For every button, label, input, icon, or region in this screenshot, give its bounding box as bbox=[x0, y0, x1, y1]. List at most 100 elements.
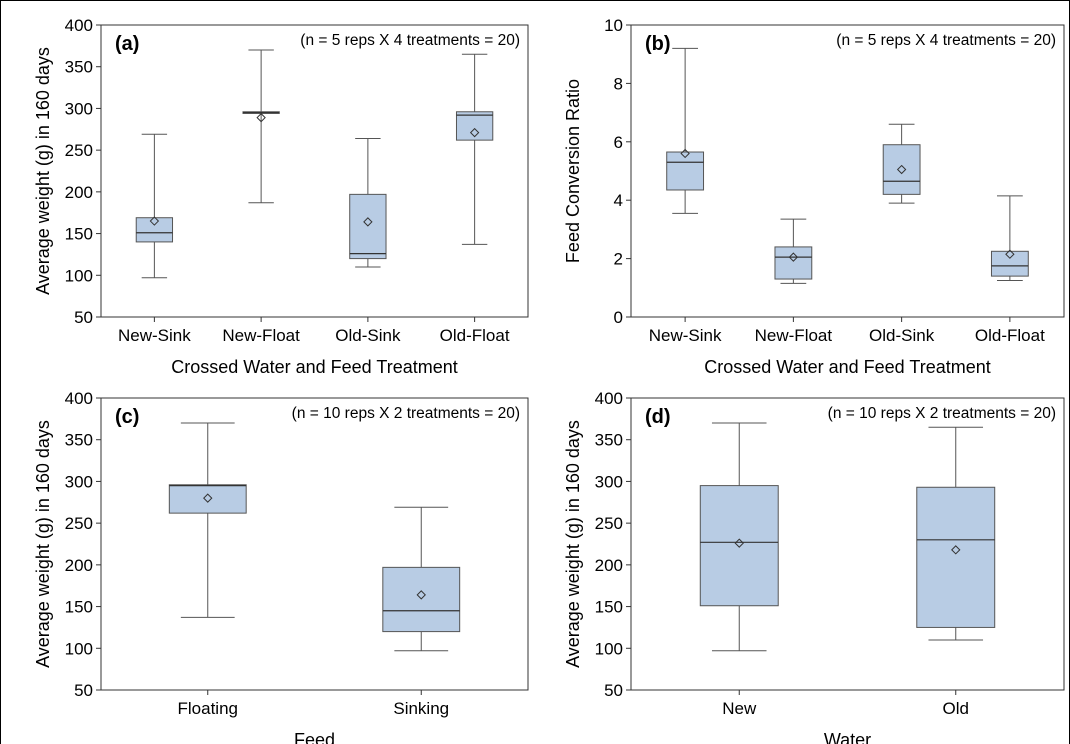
y-tick-label: 300 bbox=[595, 472, 623, 491]
y-tick-label: 200 bbox=[65, 183, 93, 202]
box-old bbox=[916, 426, 996, 641]
y-tick-label: 250 bbox=[595, 514, 623, 533]
x-tick-label: Old-Sink bbox=[335, 326, 401, 345]
chart-panel-2: 0 2 4 6 8 10 New-Sink New-Float Old-Sink Old-Floa… bbox=[563, 16, 1065, 377]
y-tick-label: 50 bbox=[604, 681, 623, 700]
y-tick-label: 100 bbox=[65, 266, 93, 285]
mean-marker bbox=[1005, 249, 1015, 259]
x-tick-label: Old bbox=[943, 699, 969, 718]
x-tick-label: Floating bbox=[178, 699, 238, 718]
x-axis-title: Water bbox=[824, 730, 871, 744]
y-tick-label: 400 bbox=[595, 389, 623, 408]
mean-marker bbox=[416, 590, 426, 600]
chart-panel-3: 50 100 150 200 250 300 350 400 Floating Sinking Fe… bbox=[33, 389, 529, 744]
y-tick-label: 8 bbox=[614, 74, 623, 93]
y-tick-label: 4 bbox=[614, 191, 623, 210]
plot-frame bbox=[100, 397, 529, 691]
y-tick-label: 50 bbox=[74, 681, 93, 700]
y-tick-label: 10 bbox=[604, 16, 623, 35]
y-tick-label: 400 bbox=[65, 389, 93, 408]
y-tick-label: 150 bbox=[65, 598, 93, 617]
y-tick-label: 350 bbox=[65, 431, 93, 450]
sample-size-annotation: (n = 5 reps X 4 treatments = 20) bbox=[836, 32, 1056, 49]
x-tick-label: Old-Sink bbox=[869, 326, 935, 345]
mean-marker bbox=[951, 545, 961, 555]
box-new-sink bbox=[666, 47, 705, 214]
plot-frame bbox=[630, 24, 1065, 318]
box-new-float bbox=[242, 49, 280, 204]
iqr-box bbox=[916, 486, 996, 628]
box-new-float bbox=[774, 218, 813, 284]
x-axis-title: Feed bbox=[294, 730, 335, 744]
mean-marker bbox=[680, 148, 690, 159]
panel-label: (a) bbox=[115, 33, 139, 55]
y-tick-label: 350 bbox=[65, 58, 93, 77]
box-sinking bbox=[382, 506, 461, 652]
x-tick-label: New-Sink bbox=[649, 326, 722, 345]
box-new-sink bbox=[135, 133, 174, 279]
chart-panel-4: 50 100 150 200 250 300 350 400 New Old Water Averag… bbox=[563, 389, 1065, 744]
plot-frame bbox=[630, 397, 1065, 691]
panel-label: (c) bbox=[115, 406, 139, 428]
iqr-box bbox=[666, 151, 705, 191]
mean-marker bbox=[896, 164, 907, 175]
x-tick-label: New-Float bbox=[755, 326, 833, 345]
chart-panel-1: 50 100 150 200 250 300 350 400 New-Sink New-Float… bbox=[33, 16, 529, 377]
box-floating bbox=[168, 422, 247, 618]
y-tick-label: 2 bbox=[614, 250, 623, 269]
iqr-box bbox=[882, 144, 921, 195]
iqr-box bbox=[168, 484, 247, 514]
x-axis-title: Crossed Water and Feed Treatment bbox=[704, 357, 990, 377]
box-old-sink bbox=[349, 137, 387, 268]
iqr-box bbox=[135, 217, 174, 243]
y-tick-label: 0 bbox=[614, 308, 623, 327]
y-tick-label: 150 bbox=[595, 598, 623, 617]
y-axis-title: Feed Conversion Ratio bbox=[563, 79, 583, 263]
mean-marker bbox=[734, 538, 744, 548]
y-tick-label: 250 bbox=[65, 141, 93, 160]
sample-size-annotation: (n = 5 reps X 4 treatments = 20) bbox=[300, 32, 520, 49]
y-tick-label: 150 bbox=[65, 225, 93, 244]
y-tick-label: 400 bbox=[65, 16, 93, 35]
mean-marker bbox=[788, 252, 799, 262]
mean-marker bbox=[149, 216, 160, 226]
x-tick-label: New bbox=[722, 699, 757, 718]
y-tick-label: 250 bbox=[65, 514, 93, 533]
mean-marker bbox=[469, 127, 480, 138]
y-tick-label: 200 bbox=[595, 556, 623, 575]
y-tick-label: 350 bbox=[595, 431, 623, 450]
x-tick-label: Sinking bbox=[393, 699, 449, 718]
x-tick-label: Old-Float bbox=[975, 326, 1045, 345]
x-tick-label: New-Sink bbox=[118, 326, 191, 345]
box-old-float bbox=[455, 53, 494, 245]
y-tick-label: 100 bbox=[65, 639, 93, 658]
y-axis-title: Average weight (g) in 160 days bbox=[33, 47, 53, 295]
iqr-box bbox=[699, 485, 779, 607]
sample-size-annotation: (n = 10 reps X 2 treatments = 20) bbox=[828, 405, 1056, 422]
iqr-box bbox=[455, 111, 494, 141]
y-axis-title: Average weight (g) in 160 days bbox=[563, 420, 583, 668]
box-new bbox=[699, 422, 779, 652]
y-tick-label: 300 bbox=[65, 99, 93, 118]
sample-size-annotation: (n = 10 reps X 2 treatments = 20) bbox=[292, 405, 520, 422]
mean-marker bbox=[203, 493, 213, 503]
x-tick-label: New-Float bbox=[222, 326, 300, 345]
box-old-float bbox=[990, 195, 1029, 281]
y-axis-title: Average weight (g) in 160 days bbox=[33, 420, 53, 668]
y-tick-label: 200 bbox=[65, 556, 93, 575]
panel-label: (d) bbox=[645, 406, 671, 428]
y-tick-label: 300 bbox=[65, 472, 93, 491]
y-tick-label: 6 bbox=[614, 133, 623, 152]
box-old-sink bbox=[882, 123, 921, 204]
y-tick-label: 100 bbox=[595, 639, 623, 658]
panel-label: (b) bbox=[645, 33, 671, 55]
plot-frame bbox=[100, 24, 529, 318]
x-axis-title: Crossed Water and Feed Treatment bbox=[171, 357, 457, 377]
x-tick-label: Old-Float bbox=[440, 326, 510, 345]
y-tick-label: 50 bbox=[74, 308, 93, 327]
mean-marker bbox=[363, 217, 373, 227]
mean-marker bbox=[256, 112, 266, 123]
